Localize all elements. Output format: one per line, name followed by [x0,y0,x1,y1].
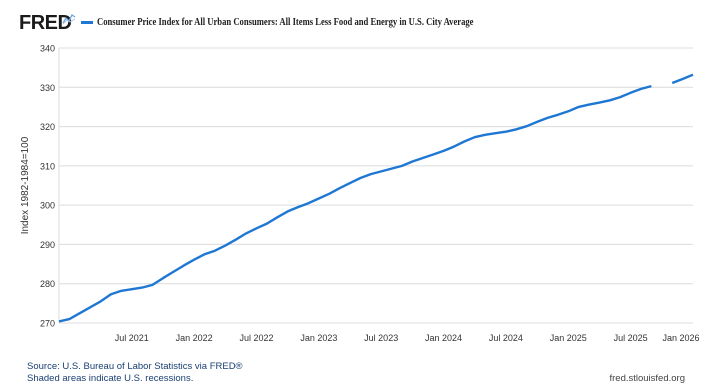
chart-grid [58,47,693,324]
x-tick-label: Jul 2023 [364,333,398,343]
source-note: Source: U.S. Bureau of Labor Statistics … [27,361,243,372]
recession-note: Shaded areas indicate U.S. recessions. [27,373,194,384]
chart-legend: Consumer Price Index for All Urban Consu… [81,17,535,28]
legend-entry: Consumer Price Index for All Urban Consu… [97,17,474,28]
x-tick-label: Jul 2025 [614,333,648,343]
y-tick-label: 270 [40,319,55,329]
y-tick-label: 320 [40,122,55,132]
x-tick-label: Jul 2024 [489,333,523,343]
chart-series [58,73,694,323]
line-chart: 270 280 290 300 310 320 330 340 Jul 2021 Jan 202… [20,44,700,344]
x-tick-label: Jan 2024 [425,333,462,343]
y-tick-label: 290 [40,240,55,250]
x-axis-ticks: Jul 2021 Jan 2022 Jul 2022 Jan 2023 Jul 2023… [115,333,700,343]
y-axis-ticks: 270 280 290 300 310 320 330 340 [40,44,55,329]
y-tick-label: 280 [40,279,55,289]
y-axis-label: Index 1982-1984=100 [20,136,31,234]
y-tick-label: 300 [40,201,55,211]
legend-swatch [81,21,93,24]
y-tick-label: 310 [40,161,55,171]
chart-header: FRED Consumer Price Index for All Urban … [0,0,706,40]
x-tick-label: Jan 2022 [176,333,213,343]
x-tick-label: Jul 2021 [115,333,149,343]
site-link[interactable]: fred.stlouisfed.org [609,373,685,384]
x-tick-label: Jan 2023 [300,333,337,343]
x-tick-label: Jan 2025 [550,333,587,343]
x-tick-label: Jan 2026 [662,333,699,343]
fred-chart-line-icon [62,14,76,25]
series-line [58,84,652,323]
series-line [671,73,694,85]
fred-logo[interactable]: FRED [19,12,72,34]
x-tick-label: Jul 2022 [239,333,273,343]
y-tick-label: 330 [40,83,55,93]
y-tick-label: 340 [40,44,55,54]
